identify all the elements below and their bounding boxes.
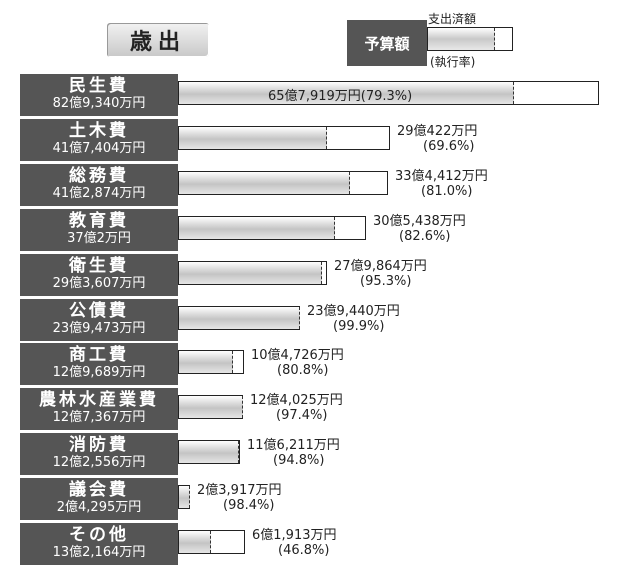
value-label: 10億4,726万円 (80.8%) [251,348,344,378]
expenditure-bar [179,127,327,149]
category-label: その他 13億2,164万円 [20,523,178,565]
budget-bar [178,216,366,240]
budget-bar [178,530,245,554]
legend-rate-label: (執行率) [430,55,476,69]
budget-bar [178,126,390,150]
category-budget: 13億2,164万円 [52,545,146,560]
expenditure-bar [179,217,335,239]
value-label: 12億4,025万円 (97.4%) [250,393,343,423]
category-label: 総務費 41億2,874万円 [20,164,178,206]
rate-value: (82.6%) [399,229,451,244]
category-budget: 23億9,473万円 [52,321,146,336]
budget-bar [178,395,243,419]
category-name: 民生費 [69,76,129,96]
expenditure-bar [179,172,350,194]
category-label: 議会費 2億4,295万円 [20,478,178,520]
expenditure-bar [179,396,243,418]
category-label: 土木費 41億7,404万円 [20,119,178,161]
value-label: 11億6,211万円 (94.8%) [247,438,340,468]
category-label: 公債費 23億9,473万円 [20,299,178,341]
legend-expenditure-label: 支出済額 [428,12,477,26]
category-name: 土木費 [69,121,129,141]
budget-bar [178,485,190,509]
budget-bar [178,306,300,330]
expenditure-value: 29億422万円 [397,124,478,139]
value-label: 29億422万円 (69.6%) [397,124,477,154]
value-label: 33億4,412万円 (81.0%) [395,169,488,199]
budget-bar [178,171,388,195]
rate-value: (80.8%) [277,363,329,378]
budget-bar [178,261,327,285]
category-name: 商工費 [69,345,129,365]
category-label: 民生費 82億9,340万円 [20,74,178,116]
expenditure-bar [179,82,514,104]
value-label: 23億9,440万円 (99.9%) [307,304,400,334]
expenditure-bar [179,262,322,284]
rate-value: (69.6%) [423,139,475,154]
category-budget: 12億7,367万円 [52,410,146,425]
category-label: 農林水産業費 12億7,367万円 [20,388,178,430]
expenditure-value: 10億4,726万円 [251,348,344,363]
category-label: 衛生費 29億3,607万円 [20,254,178,296]
category-budget: 12億2,556万円 [52,455,146,470]
expenditure-value: 2億3,917万円 [197,483,282,498]
rate-value: (94.8%) [273,453,325,468]
category-name: その他 [69,525,129,545]
category-budget: 41億7,404万円 [52,141,146,156]
category-budget: 12億9,689万円 [52,365,146,380]
value-label: 2億3,917万円 (98.4%) [197,483,282,513]
expenditure-bar [179,441,239,463]
category-label: 教育費 37億2万円 [20,209,178,251]
section-title: 歳出 [107,23,209,57]
expenditure-value: 6億1,913万円 [252,528,337,543]
budget-bar [178,440,240,464]
category-budget: 82億9,340万円 [52,96,146,111]
rate-value: (97.4%) [276,408,328,423]
category-name: 農林水産業費 [39,390,159,410]
rate-value: (95.3%) [360,274,412,289]
category-budget: 37億2万円 [67,231,131,246]
expenditure-bar [179,307,300,329]
category-budget: 29億3,607万円 [52,276,146,291]
category-name: 議会費 [69,480,129,500]
budget-bar [178,350,244,374]
category-budget: 41億2,874万円 [52,186,146,201]
category-label: 商工費 12億9,689万円 [20,343,178,385]
expenditure-bar [179,531,211,553]
category-label: 消防費 12億2,556万円 [20,433,178,475]
expenditure-bar [179,486,190,508]
expenditure-value: 27億9,864万円 [334,259,427,274]
value-label: 30億5,438万円 (82.6%) [373,214,466,244]
rate-value: (99.9%) [333,319,385,334]
category-name: 総務費 [69,166,129,186]
expenditure-value: 30億5,438万円 [373,214,466,229]
category-name: 教育費 [69,211,129,231]
expenditure-bar [179,351,233,373]
legend-sample-bar [427,27,513,51]
expenditure-value: 33億4,412万円 [395,169,488,184]
category-name: 公債費 [69,301,129,321]
rate-value: (98.4%) [223,498,275,513]
value-label: 27億9,864万円 (95.3%) [334,259,427,289]
expenditure-value: 23億9,440万円 [307,304,400,319]
rate-value: (81.0%) [421,184,473,199]
expenditure-value: 12億4,025万円 [250,393,343,408]
legend-budget-label: 予算額 [347,20,427,66]
value-label: 65億7,919万円(79.3%) [268,89,413,104]
expenditure-value: 11億6,211万円 [247,438,340,453]
rate-value: (46.8%) [278,543,330,558]
budget-bar [178,81,599,105]
category-name: 衛生費 [69,256,129,276]
category-budget: 2億4,295万円 [56,500,142,515]
value-label: 6億1,913万円 (46.8%) [252,528,337,558]
category-name: 消防費 [69,435,129,455]
legend-sample-fill [428,28,495,50]
